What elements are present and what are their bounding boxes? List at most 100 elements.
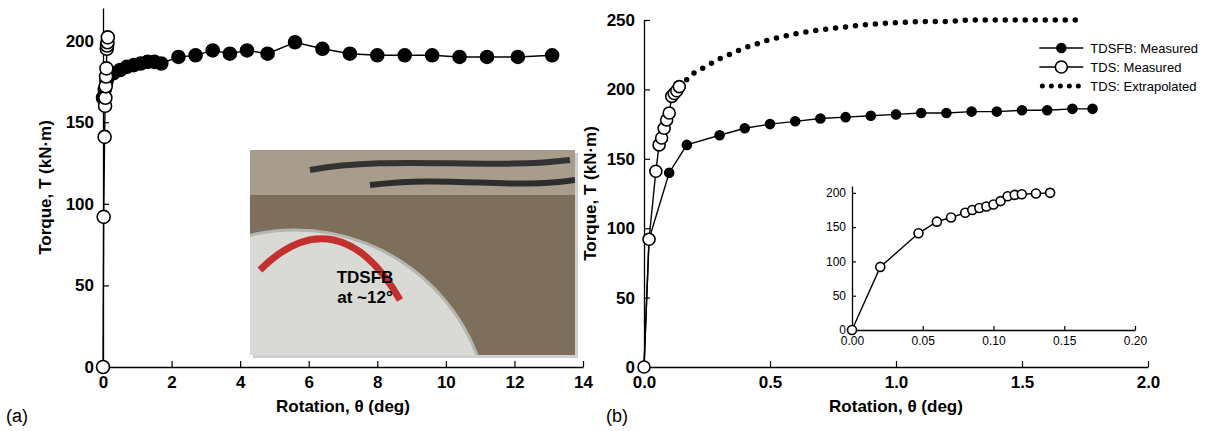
point [673,81,685,93]
point [816,114,825,123]
x-axis-title: Rotation, θ (deg) [829,397,963,416]
legend-symbol [1055,61,1067,73]
point [740,124,749,133]
tick-mark [103,122,109,123]
tick-mark [1064,326,1065,330]
annotation-line: at ~12° [337,288,393,307]
point [546,49,559,62]
legend-line [1042,84,1080,89]
panel: 0.000.050.100.150.20050100150200 [826,186,1148,347]
tick-label: 200 [66,32,94,51]
photo-content [250,150,575,355]
x-axis-title: Rotation, θ (deg) [276,397,410,416]
soil-top [250,150,575,195]
tick-label: 1.5 [1011,373,1035,392]
tick-label: 12 [505,373,524,392]
tick-label: 150 [66,113,94,132]
point [766,120,775,129]
tick-mark [770,361,771,367]
tick-mark [644,159,650,160]
tick-mark [644,228,650,229]
tick-label: 0 [99,373,108,392]
tick: 200 [607,80,650,99]
tick: 150 [607,150,650,169]
tick-label: 6 [304,373,313,392]
tick-label: 8 [373,373,382,392]
tick: 0.5 [759,361,783,392]
point [967,107,976,116]
plot-marks [638,20,1097,373]
point [682,140,691,149]
tick: 12 [505,361,524,392]
tick-label: 100 [826,255,846,269]
tick: 150 [66,113,109,132]
series-line [644,87,679,367]
legend-item: TDS: Extrapolated [1042,79,1196,94]
point [98,130,111,143]
y-axis: 050100150200 [826,186,856,337]
point [189,49,202,62]
tick: 200 [826,186,856,200]
series-line [103,42,552,97]
point [97,210,110,223]
tick-mark [993,326,994,330]
axis-line [104,367,584,368]
legend: TDSFB: Measured TDS: Measured TDS: Extrapo… [1039,41,1198,94]
tick: 10 [437,361,456,392]
tick: 250 [607,11,650,30]
tick-mark [309,361,310,367]
tick-mark [852,296,856,297]
tick: 14 [574,361,593,392]
axis-line [644,21,645,368]
point [942,108,951,117]
point [101,31,114,44]
point [1018,106,1027,115]
dotted-line [679,20,1085,87]
tick-label: 250 [607,11,635,30]
cable [370,180,575,185]
point [1031,189,1040,198]
legend-label: TDSFB: Measured [1090,41,1198,56]
point [876,262,885,271]
point [892,110,901,119]
tick-mark [852,193,856,194]
tick-label: 2 [167,373,176,392]
legend-label: TDS: Extrapolated [1090,79,1196,94]
point [316,42,329,55]
tick: 100 [607,219,650,238]
tick: 0.10 [982,326,1006,348]
tick-mark [514,361,515,367]
point [841,113,850,122]
tick-label: 50 [75,276,94,295]
point [289,36,302,49]
tick: 2 [167,361,176,392]
tick: 0 [839,323,856,337]
point [638,361,650,373]
tick-label: 2.0 [1137,373,1161,392]
y-axis: 050100150200250 [607,11,650,377]
tick-mark [852,227,856,228]
tick: 8 [373,361,382,392]
axis-line [645,367,1149,368]
point [453,50,466,63]
pile [250,230,490,355]
chart-svg: TDSFBat ~12°02468101214050100150200Rotat… [0,0,1217,431]
tick-mark [852,261,856,262]
x-axis: 0.000.050.100.150.20 [841,326,1148,348]
tick-label: 1.0 [885,373,909,392]
tick-mark [644,20,650,21]
tick-mark [171,361,172,367]
legend-item: TDS: Measured [1039,60,1181,75]
point [947,213,956,222]
tick-label: 0.5 [759,373,783,392]
tick-label: 0 [85,358,94,377]
tick-label: 0.05 [912,334,936,348]
point [481,50,494,63]
tick: 0.15 [1053,326,1077,348]
tick: 0 [626,358,650,377]
tick-mark [1022,361,1023,367]
tick-mark [240,361,241,367]
annotation: TDSFBat ~12° [337,268,394,307]
tick-label: 10 [437,373,456,392]
tick-label: 0.15 [1053,334,1077,348]
